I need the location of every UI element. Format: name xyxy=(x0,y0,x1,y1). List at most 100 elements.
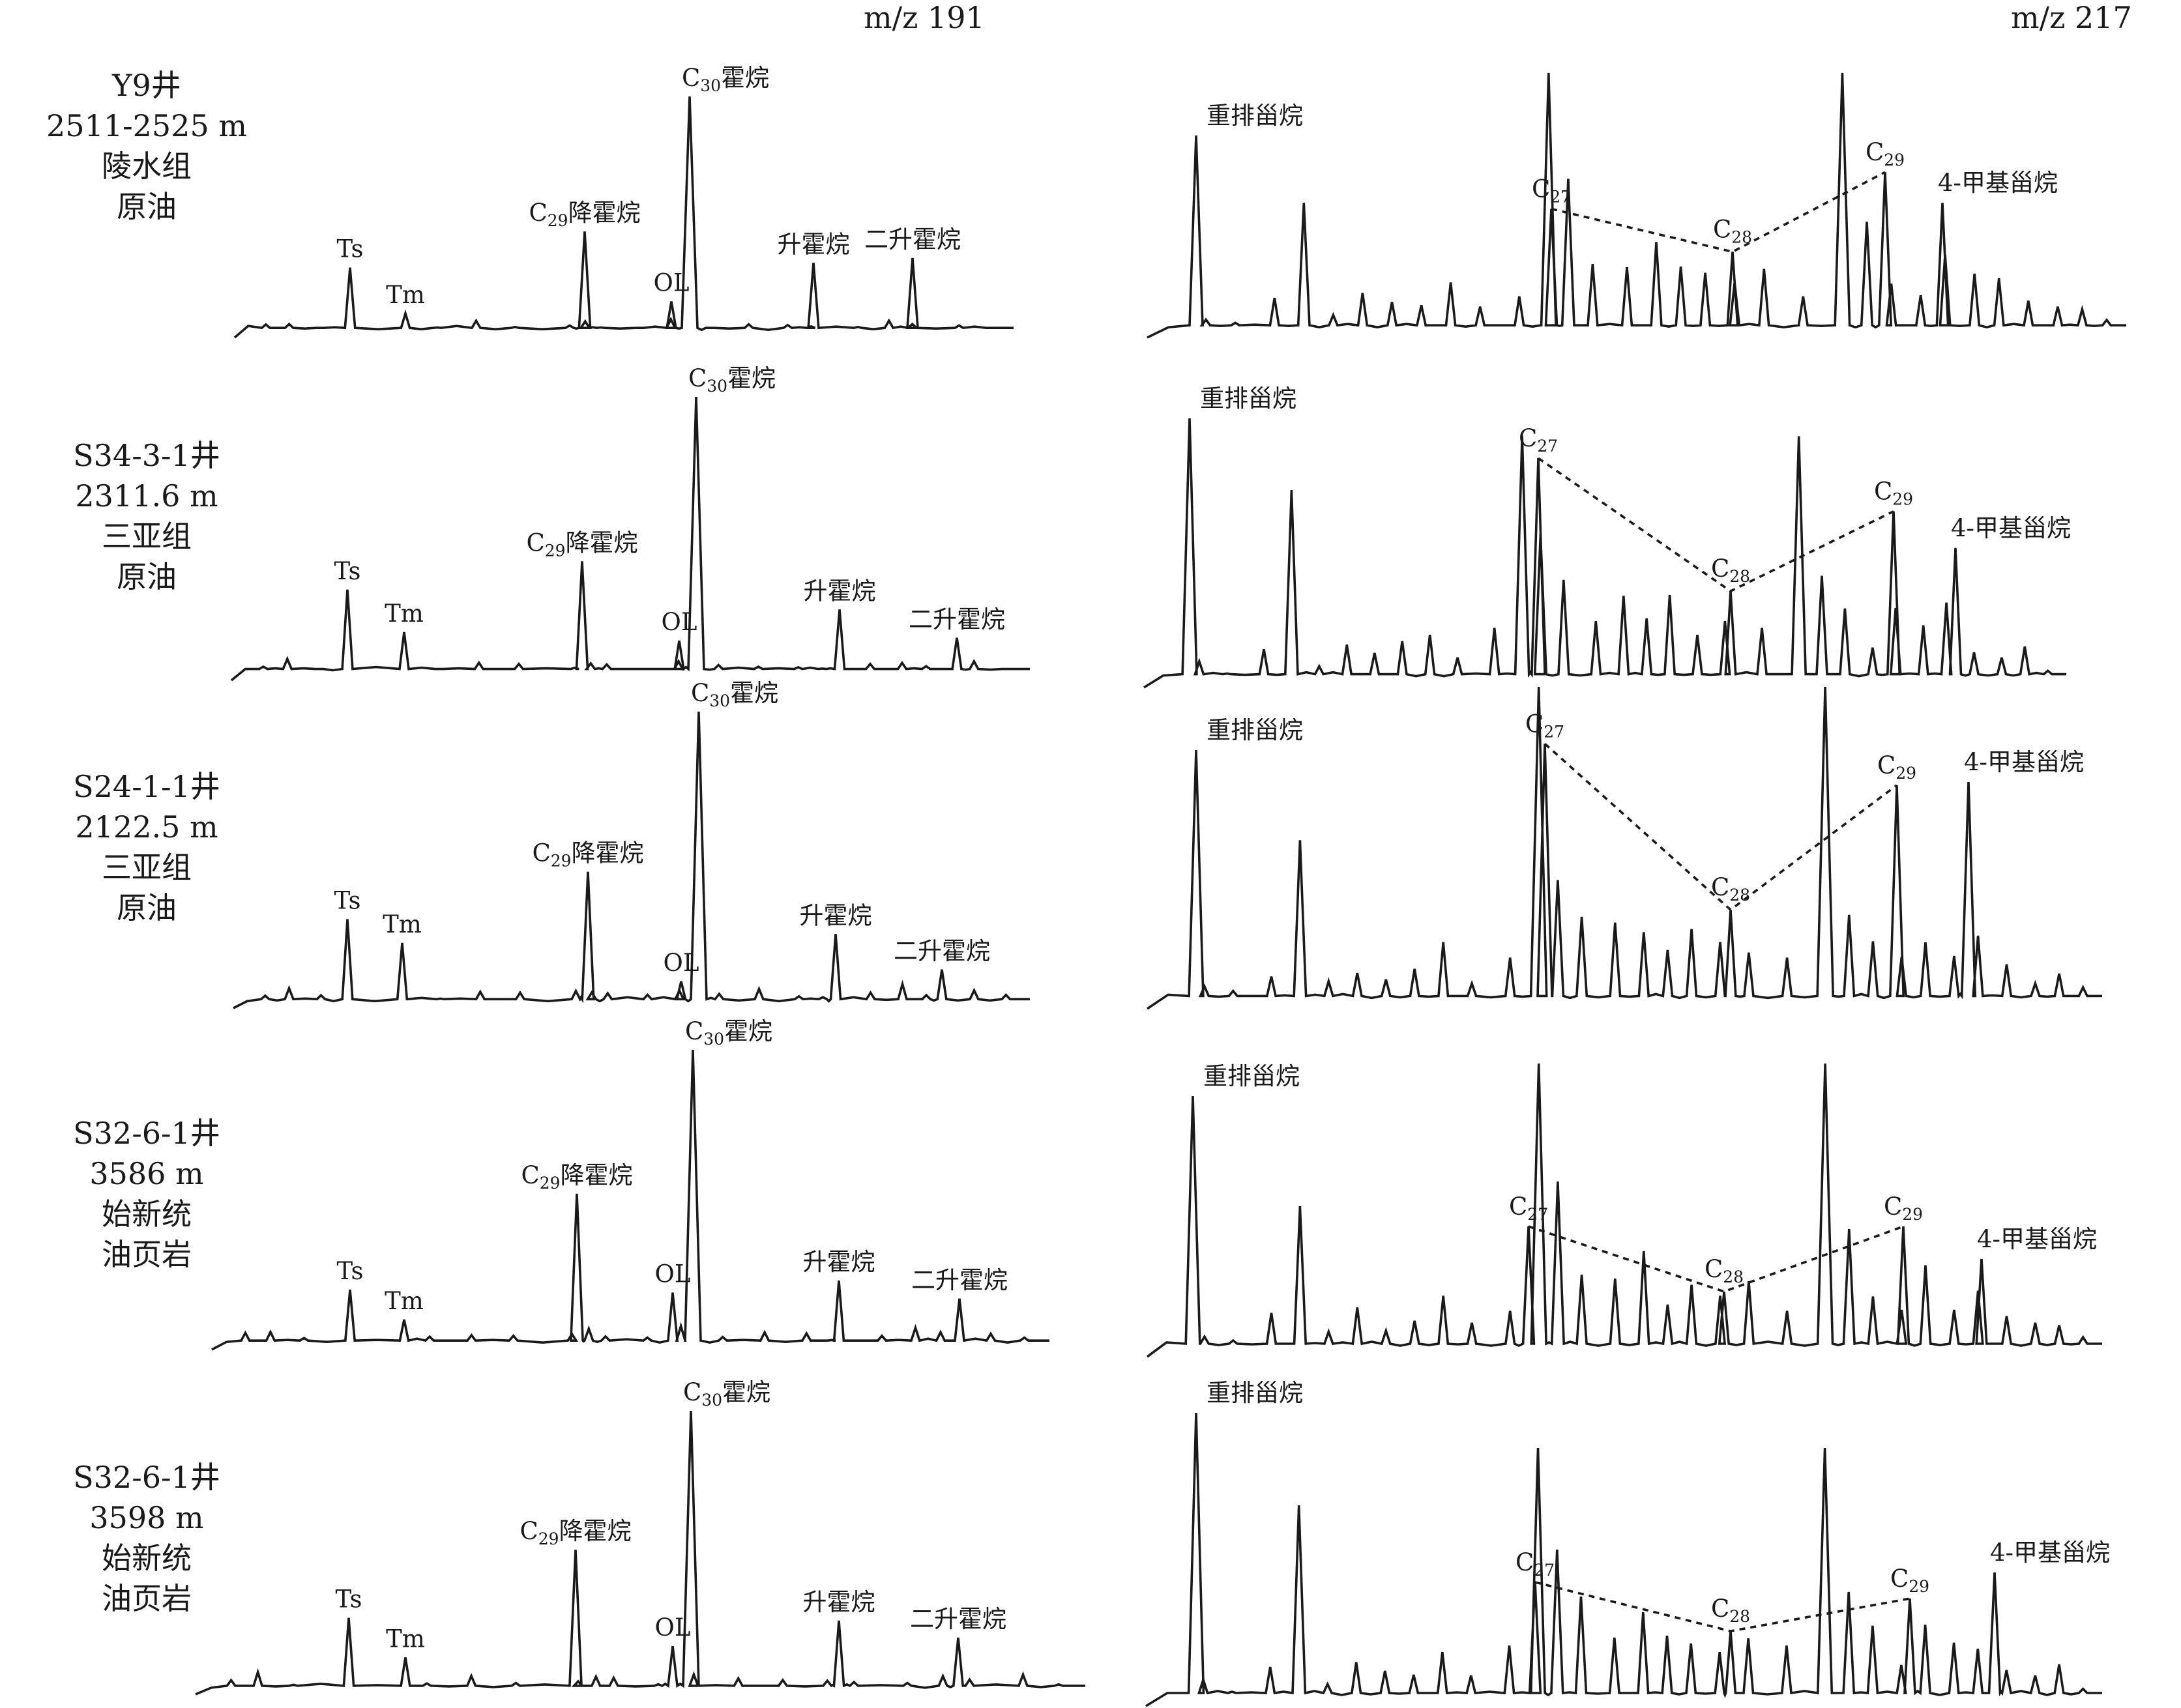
sterane-trace-1 xyxy=(1147,72,2126,339)
header-m-z-191: m/z 191 xyxy=(864,0,985,35)
peak-label-ol: OL xyxy=(664,949,699,977)
peak-label-c28: C28 xyxy=(1705,1255,1744,1286)
hopane-trace-5 xyxy=(195,1410,1085,1696)
sample-type: 油页岩 xyxy=(102,1237,192,1272)
header-m-z-217: m/z 217 xyxy=(2011,0,2132,35)
c27-c28-c29-ratio-line xyxy=(1537,457,1894,593)
sample-well: S24-1-1井 xyxy=(73,769,220,804)
peak-label-ol: OL xyxy=(655,1614,691,1642)
sample-well: S32-6-1井 xyxy=(73,1116,220,1151)
peak-label-c29-norhopane: C29降霍烷 xyxy=(532,839,643,871)
peak-label-c29-norhopane: C29降霍烷 xyxy=(521,1161,632,1193)
sample-depth: 3586 m xyxy=(89,1156,204,1191)
hopane-trace-4 xyxy=(211,1049,1049,1351)
peak-label-c29-norhopane: C29降霍烷 xyxy=(526,528,637,560)
peak-label-c30-hopane: C30霍烷 xyxy=(688,364,776,396)
peak-label-bishomohopane: 二升霍烷 xyxy=(864,225,961,253)
sample-depth: 2311.6 m xyxy=(75,478,218,514)
peak-label-homohopane: 升霍烷 xyxy=(778,230,850,258)
peak-label-homohopane: 升霍烷 xyxy=(800,901,872,929)
sterane-trace-5 xyxy=(1145,1412,2102,1707)
peak-label-diasterane: 重排甾烷 xyxy=(1203,1062,1300,1090)
peak-label-ol: OL xyxy=(662,608,697,636)
sample-label-2: S34-3-1井 2311.6 m 三亚组 原油 xyxy=(39,435,254,597)
peak-label-diasterane: 重排甾烷 xyxy=(1200,384,1296,413)
peak-label-c27: C27 xyxy=(1525,710,1564,741)
hopane-trace-3 xyxy=(233,711,1030,1009)
peak-label-ts: Ts xyxy=(334,557,361,585)
peak-label-c30-hopane: C30霍烷 xyxy=(683,1378,770,1410)
sample-type: 原油 xyxy=(117,890,177,925)
peak-label-c28: C28 xyxy=(1711,873,1750,905)
peak-label-c29: C29 xyxy=(1877,751,1916,783)
peak-label-ts: Ts xyxy=(337,1257,364,1285)
peak-label-bishomohopane: 二升霍烷 xyxy=(909,605,1005,633)
peak-label-c29: C29 xyxy=(1884,1193,1923,1224)
peak-label-4-methylsterane: 4-甲基甾烷 xyxy=(1977,1225,2097,1253)
sample-label-5: S32-6-1井 3598 m 始新统 油页岩 xyxy=(39,1457,254,1619)
sample-depth: 2511-2525 m xyxy=(46,108,247,143)
peak-label-c28: C28 xyxy=(1711,1595,1750,1626)
c27-c28-c29-ratio-line xyxy=(1551,171,1886,253)
peak-label-tm: Tm xyxy=(383,910,422,938)
peak-label-homohopane: 升霍烷 xyxy=(803,1248,875,1276)
peak-label-c29: C29 xyxy=(1866,138,1905,169)
peak-label-tm: Tm xyxy=(386,1625,425,1653)
peak-label-ts: Ts xyxy=(336,1585,362,1614)
sample-formation: 始新统 xyxy=(102,1196,192,1232)
c27-c28-c29-ratio-line xyxy=(1534,1581,1910,1632)
peak-label-tm: Tm xyxy=(386,281,425,309)
peak-label-c29: C29 xyxy=(1890,1565,1929,1596)
sample-formation: 三亚组 xyxy=(102,519,192,554)
peak-label-ol: OL xyxy=(654,269,690,297)
peak-label-4-methylsterane: 4-甲基甾烷 xyxy=(1990,1539,2110,1567)
peak-label-4-methylsterane: 4-甲基甾烷 xyxy=(1964,748,2084,776)
sample-label-4: S32-6-1井 3586 m 始新统 油页岩 xyxy=(39,1113,254,1275)
peak-label-4-methylsterane: 4-甲基甾烷 xyxy=(1951,514,2071,542)
sample-type: 原油 xyxy=(117,189,177,224)
peak-label-tm: Tm xyxy=(385,600,424,628)
peak-label-diasterane: 重排甾烷 xyxy=(1207,716,1303,744)
c27-c28-c29-ratio-line xyxy=(1528,1225,1904,1293)
peak-label-c30-hopane: C30霍烷 xyxy=(691,679,778,710)
peak-label-4-methylsterane: 4-甲基甾烷 xyxy=(1938,169,2058,197)
sample-formation: 陵水组 xyxy=(102,149,192,184)
peak-label-bishomohopane: 二升霍烷 xyxy=(911,1266,1008,1294)
peak-label-homohopane: 升霍烷 xyxy=(804,577,876,605)
sample-label-1: Y9井 2511-2525 m 陵水组 原油 xyxy=(39,65,254,227)
peak-label-tm: Tm xyxy=(385,1287,424,1315)
c27-c28-c29-ratio-line xyxy=(1544,742,1898,912)
peak-label-ts: Ts xyxy=(337,235,364,263)
peak-label-homohopane: 升霍烷 xyxy=(803,1588,875,1616)
peak-label-c27: C27 xyxy=(1509,1193,1548,1224)
peak-label-c30-hopane: C30霍烷 xyxy=(685,1017,772,1049)
peak-label-c27: C27 xyxy=(1515,1548,1555,1580)
sterane-trace-2 xyxy=(1143,418,2066,689)
peak-label-c29: C29 xyxy=(1874,478,1913,509)
peak-label-bishomohopane: 二升霍烷 xyxy=(910,1605,1006,1633)
peak-label-ol: OL xyxy=(655,1260,691,1288)
peak-label-c29-norhopane: C29降霍烷 xyxy=(520,1517,631,1548)
peak-label-diasterane: 重排甾烷 xyxy=(1207,102,1303,130)
peak-label-c28: C28 xyxy=(1711,555,1750,586)
peak-label-c27: C27 xyxy=(1532,175,1571,207)
sample-well: S32-6-1井 xyxy=(73,1460,220,1495)
hopane-trace-2 xyxy=(230,396,1030,682)
sample-formation: 始新统 xyxy=(102,1541,192,1576)
sample-well: Y9井 xyxy=(112,68,181,103)
sterane-trace-4 xyxy=(1146,1063,2102,1358)
hopane-trace-1 xyxy=(233,96,1014,339)
sample-depth: 2122.5 m xyxy=(75,809,218,845)
sterane-trace-3 xyxy=(1146,687,2102,1010)
peak-label-ts: Ts xyxy=(334,887,361,915)
sample-depth: 3598 m xyxy=(89,1500,204,1535)
peak-label-c29-norhopane: C29降霍烷 xyxy=(529,199,640,230)
sample-type: 油页岩 xyxy=(102,1581,192,1616)
